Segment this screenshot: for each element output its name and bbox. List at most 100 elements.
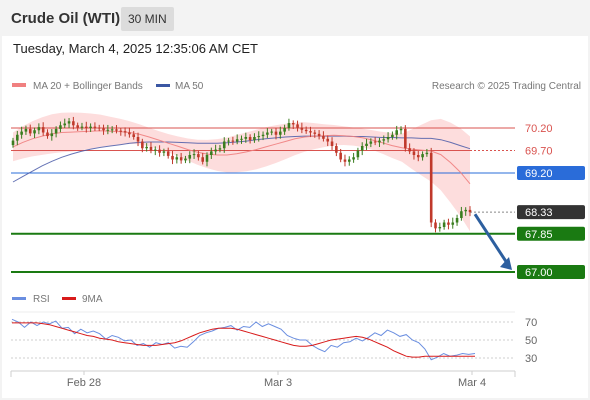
candle-body xyxy=(80,126,84,128)
timeframe-badge[interactable]: 30 MIN xyxy=(121,7,174,31)
ma20-legend-label: MA 20 + Bollinger Bands xyxy=(33,81,143,92)
candle-body xyxy=(240,138,243,140)
candle-body xyxy=(343,159,347,162)
candle-body xyxy=(304,129,308,132)
level-label-69-20: 69.20 xyxy=(525,168,553,180)
candle-body xyxy=(460,211,463,218)
level-label-67-85: 67.85 xyxy=(525,229,553,241)
candle-body xyxy=(442,222,446,227)
ma20-line xyxy=(12,130,471,185)
chart-legend: MA 20 + Bollinger Bands MA 50 Research ©… xyxy=(12,81,581,92)
bollinger-bands xyxy=(13,112,470,232)
candle-body xyxy=(309,131,312,133)
candle-body xyxy=(210,151,213,155)
candle-body xyxy=(201,157,204,162)
level-label-69-70: 69.70 xyxy=(525,146,553,158)
candle-body xyxy=(158,149,161,153)
candle-body xyxy=(244,137,248,139)
candle-body xyxy=(434,222,437,229)
candle-body xyxy=(261,134,265,137)
candle-body xyxy=(214,149,217,152)
candle-body xyxy=(162,151,166,153)
candle-body xyxy=(11,140,15,146)
rsi-legend: RSI 9MA xyxy=(12,294,103,305)
candle-body xyxy=(128,132,131,135)
rsi-legend-label: RSI xyxy=(33,294,50,305)
candle-body xyxy=(412,151,416,155)
candle-body xyxy=(145,146,148,149)
candle-body xyxy=(136,137,140,142)
candle-body xyxy=(24,128,28,132)
candle-body xyxy=(399,128,403,131)
bollinger-band-area xyxy=(13,112,470,232)
candle-body xyxy=(455,218,459,223)
candle-body xyxy=(175,157,179,160)
candle-body xyxy=(110,129,114,131)
rsi-line xyxy=(11,318,476,361)
candle-body xyxy=(184,158,187,161)
candle-body xyxy=(326,138,330,142)
candle-body xyxy=(28,128,32,134)
candle-body xyxy=(365,143,368,146)
candle-body xyxy=(438,227,442,229)
x-tick-label: Mar 3 xyxy=(264,377,292,389)
chart-panel xyxy=(2,36,588,398)
candle-body xyxy=(404,128,407,149)
instrument-title: Crude Oil (WTI) xyxy=(11,10,121,27)
candle-body xyxy=(97,127,101,129)
last-price-box xyxy=(517,205,585,220)
candle-body xyxy=(274,131,278,135)
candle-body xyxy=(421,154,424,158)
level-label-70-20: 70.20 xyxy=(525,123,553,135)
candle-body xyxy=(46,132,49,137)
candle-body xyxy=(352,157,355,160)
rsi-ma-line xyxy=(12,322,475,358)
candle-body xyxy=(76,125,79,128)
candle-body xyxy=(283,128,286,132)
rsi-tick-30: 30 xyxy=(525,353,537,365)
candle-body xyxy=(192,154,196,156)
level-box-69-20 xyxy=(517,166,585,180)
candle-body xyxy=(257,136,261,138)
candle-body xyxy=(102,128,105,131)
level-box-67-85 xyxy=(517,226,585,241)
candle-body xyxy=(408,148,411,152)
candle-body xyxy=(67,121,71,124)
candle-body xyxy=(451,222,455,225)
candle-body xyxy=(429,152,433,223)
candle-body xyxy=(287,123,291,128)
candle-body xyxy=(16,134,19,141)
candle-body xyxy=(93,126,97,128)
candle-body xyxy=(179,157,183,161)
level-box-67-00 xyxy=(517,265,585,279)
x-tick-label: Mar 4 xyxy=(458,377,486,389)
forecast-arrow-shaft xyxy=(473,213,509,264)
candle-body xyxy=(369,141,373,144)
candle-body xyxy=(115,129,118,131)
ma50-legend-swatch xyxy=(156,84,170,87)
candle-body xyxy=(72,121,75,126)
rsi-tick-70: 70 xyxy=(525,317,537,329)
candle-body xyxy=(270,131,273,133)
candle-body xyxy=(313,132,317,134)
candle-body xyxy=(149,146,153,151)
rsi-legend-swatch xyxy=(12,297,26,300)
candle-body xyxy=(54,128,58,134)
candle-body xyxy=(20,131,23,135)
candle-body xyxy=(266,132,269,135)
ma20-legend-swatch xyxy=(12,83,26,87)
candle-body xyxy=(279,131,282,135)
candle-body xyxy=(330,141,334,146)
candle-body xyxy=(106,129,110,131)
candle-body xyxy=(89,126,92,128)
candle-body xyxy=(59,125,62,129)
candle-body xyxy=(347,159,351,162)
candle-body xyxy=(84,126,88,128)
candle-body xyxy=(317,133,321,137)
ma9-legend-swatch xyxy=(62,297,76,300)
candle-body xyxy=(171,155,174,160)
candle-body xyxy=(468,209,472,213)
forecast-arrow-head xyxy=(500,257,512,270)
candle-body xyxy=(231,140,235,142)
